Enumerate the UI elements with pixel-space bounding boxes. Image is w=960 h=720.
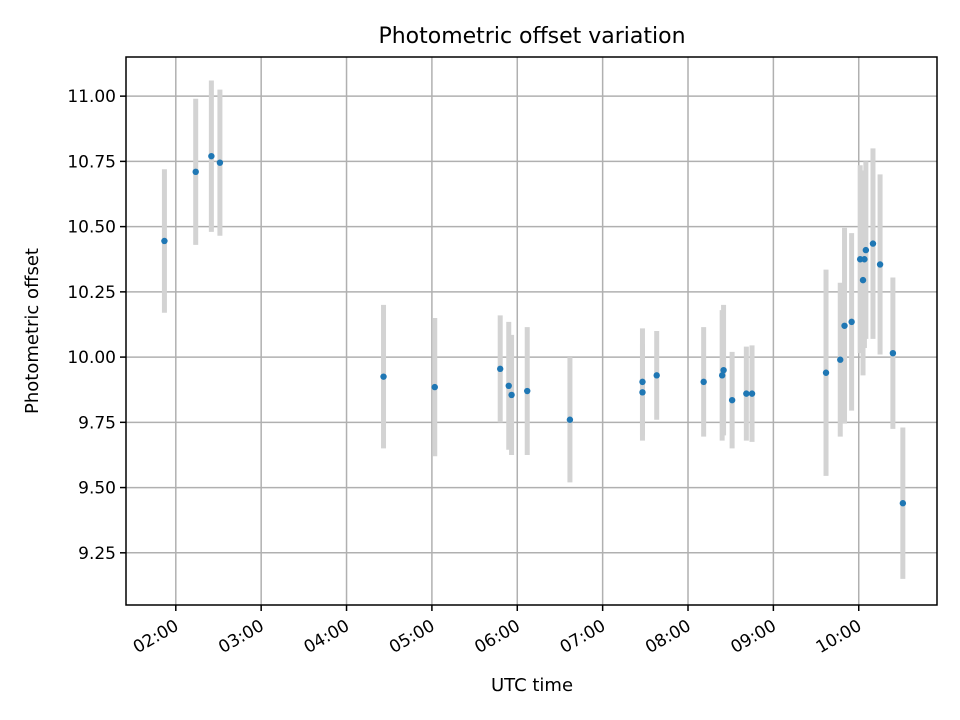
data-point — [822, 369, 830, 376]
data-point — [380, 373, 387, 380]
data-point — [743, 390, 750, 397]
y-axis-label: Photometric offset — [22, 248, 43, 414]
data-point — [889, 349, 897, 357]
x-tick-label: 08:00 — [642, 616, 694, 658]
x-tick-label: 10:00 — [813, 616, 865, 658]
data-points — [161, 152, 907, 507]
y-tick-label: 9.25 — [78, 544, 116, 564]
data-point — [216, 159, 224, 166]
data-point — [431, 383, 438, 391]
chart-title: Photometric offset variation — [378, 24, 685, 49]
data-point — [728, 396, 736, 404]
y-tick-label: 10.25 — [67, 283, 116, 303]
data-point — [869, 240, 877, 247]
y-tick-label: 10.00 — [67, 348, 116, 368]
data-point — [720, 366, 727, 374]
plot-frame — [125, 56, 938, 606]
x-tick-label: 03:00 — [215, 616, 267, 658]
data-point — [508, 391, 515, 399]
x-tick-label: 07:00 — [557, 616, 609, 658]
data-point — [639, 378, 646, 386]
data-point — [192, 168, 199, 176]
data-point — [859, 276, 867, 284]
data-point — [848, 318, 855, 326]
data-point — [161, 237, 168, 245]
x-axis-ticks: 02:00 03:00 04:00 05:00 06:00 07:00 08:00 09:00… — [130, 605, 865, 658]
data-point — [899, 500, 907, 507]
data-point — [700, 378, 707, 386]
x-tick-label: 05:00 — [386, 616, 438, 658]
x-tick-label: 04:00 — [301, 616, 353, 658]
x-tick-label: 09:00 — [727, 616, 779, 658]
y-tick-label: 11.00 — [67, 87, 116, 107]
y-axis-ticks: 9.25 9.50 9.75 10.00 10.25 10.50 10.75 11.00 — [67, 87, 126, 564]
data-point — [639, 389, 646, 396]
data-point — [861, 256, 868, 263]
data-point — [718, 372, 726, 379]
y-tick-label: 9.50 — [78, 479, 116, 499]
data-point — [653, 372, 660, 379]
x-tick-label: 02:00 — [130, 616, 182, 658]
data-point — [748, 390, 756, 397]
y-tick-label: 10.50 — [67, 218, 116, 238]
y-tick-label: 10.75 — [67, 152, 116, 172]
data-point — [841, 322, 848, 329]
y-tick-label: 9.75 — [78, 413, 116, 433]
data-point — [524, 387, 531, 395]
x-tick-label: 06:00 — [471, 616, 523, 658]
x-axis-label: UTC time — [491, 675, 573, 696]
data-point — [862, 246, 870, 254]
data-point — [496, 365, 504, 373]
data-point — [505, 382, 512, 389]
data-point — [566, 416, 574, 423]
data-point — [837, 356, 844, 363]
data-point — [208, 152, 215, 160]
grid-lines — [126, 57, 937, 605]
data-point — [876, 261, 884, 268]
error-bars — [161, 80, 906, 579]
